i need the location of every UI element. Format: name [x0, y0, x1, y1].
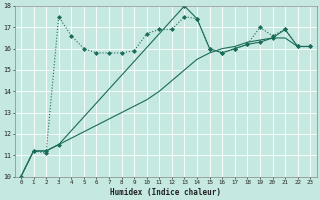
X-axis label: Humidex (Indice chaleur): Humidex (Indice chaleur)	[110, 188, 221, 197]
